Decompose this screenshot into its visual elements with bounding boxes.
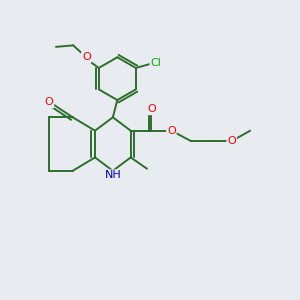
Text: O: O xyxy=(148,104,157,114)
Text: O: O xyxy=(82,52,91,62)
Text: O: O xyxy=(45,98,53,107)
Text: NH: NH xyxy=(104,170,121,180)
Text: O: O xyxy=(167,126,176,136)
Text: O: O xyxy=(227,136,236,146)
Text: Cl: Cl xyxy=(150,58,161,68)
